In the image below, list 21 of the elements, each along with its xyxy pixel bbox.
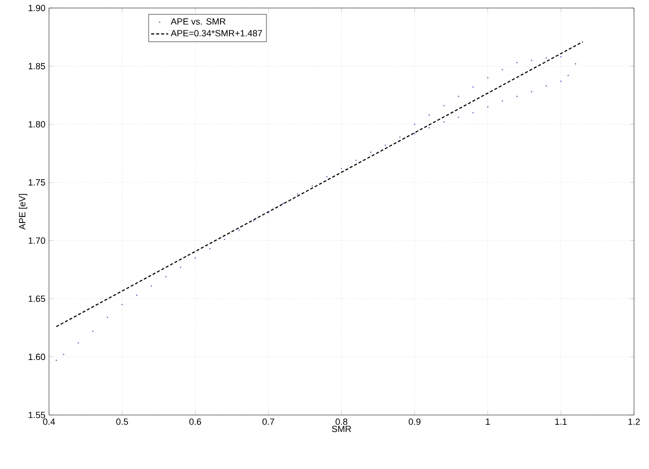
- x-tick-label: 0.8: [336, 418, 348, 425]
- y-tick-label: 1.90: [28, 4, 46, 12]
- y-tick-label: 1.60: [28, 354, 46, 360]
- y-tick-label: 1.70: [28, 237, 46, 244]
- legend-label: APE=0.34*SMR+1.487: [170, 30, 262, 36]
- y-tick-label: 1.80: [28, 121, 46, 128]
- x-tick-label: 1.1: [555, 418, 567, 425]
- x-tick-label: 1: [486, 418, 490, 425]
- x-tick-label: 0.5: [116, 418, 128, 425]
- x-tick-label: 1.2: [628, 418, 640, 425]
- y-tick-label: 1.85: [28, 62, 46, 70]
- x-axis-title: SMR: [332, 426, 352, 432]
- y-tick-label: 1.55: [28, 412, 46, 418]
- x-tick-label: 0.4: [43, 418, 55, 425]
- x-tick-label: 0.9: [408, 418, 420, 425]
- y-tick-label: 1.65: [28, 296, 46, 302]
- y-axis-title: APE [eV]: [18, 194, 28, 230]
- x-tick-label: 0.6: [189, 418, 202, 425]
- x-tick-label: 0.7: [262, 418, 274, 425]
- legend-label: APE vs. SMR: [170, 18, 226, 25]
- y-tick-label: 1.75: [28, 179, 46, 186]
